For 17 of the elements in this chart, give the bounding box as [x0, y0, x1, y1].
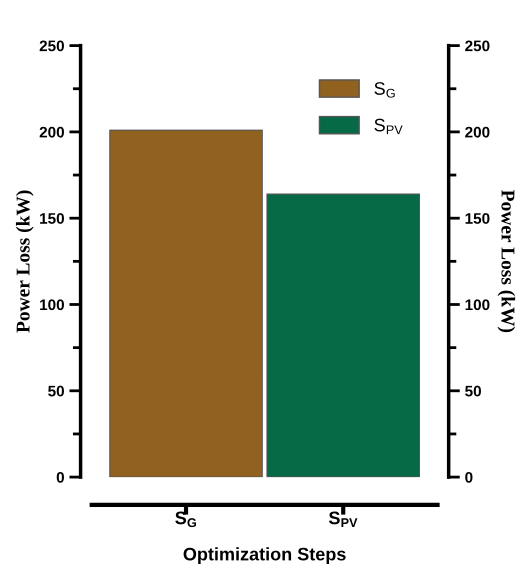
y-tick-label: 100: [40, 299, 64, 310]
y2-tick-label: 250: [465, 40, 490, 52]
legend-label: S$_{G}$: [374, 82, 395, 98]
x-axis-title: Optimization Steps: [184, 547, 346, 564]
y2-tick-label: 100: [466, 299, 490, 310]
y2-axis-title: Power Loss (kW): [497, 190, 516, 332]
y2-tick-label: 0: [465, 472, 472, 483]
y-axis-title: Power Loss (kW): [16, 190, 34, 333]
y2-tick-label: 50: [465, 386, 481, 396]
y-tick-label: 250: [40, 40, 64, 52]
y-tick-label: 0: [56, 472, 64, 483]
y-tick-label: 150: [40, 213, 64, 224]
y2-tick-label: 150: [466, 213, 490, 224]
legend-label: S$_{PV}$: [374, 118, 403, 134]
y-tick-label: 50: [48, 386, 64, 396]
y2-tick-label: 200: [465, 126, 490, 138]
y-tick-label: 200: [40, 126, 64, 138]
